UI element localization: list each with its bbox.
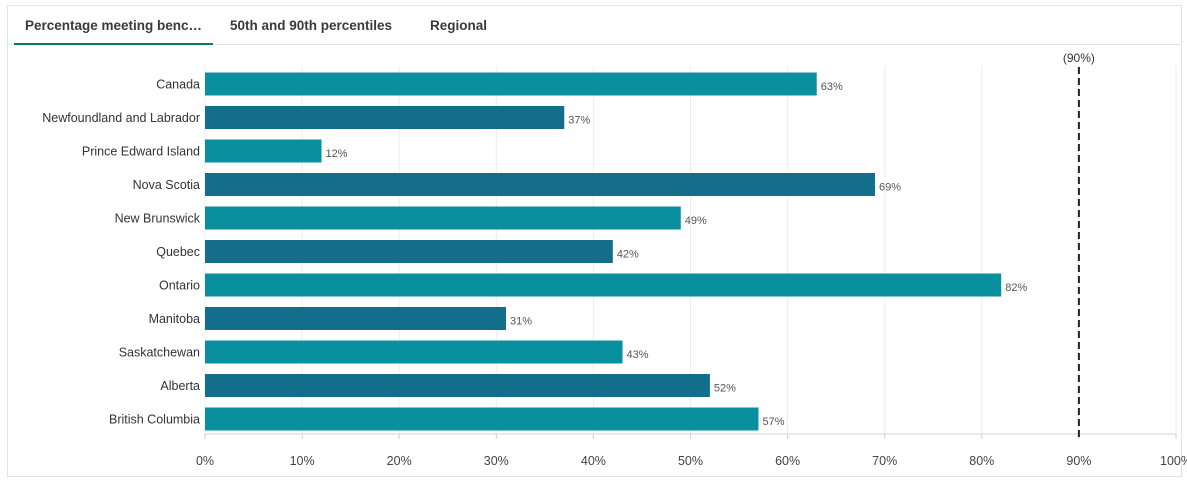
bar — [205, 307, 507, 330]
tab-50th-90th-percentiles[interactable]: 50th and 90th percentiles — [230, 18, 393, 33]
bar — [205, 173, 875, 196]
bar — [205, 72, 817, 96]
category-label: Ontario — [159, 279, 200, 293]
x-tick-label: 70% — [872, 454, 897, 468]
x-tick-label: 0% — [196, 454, 214, 468]
x-tick-label: 50% — [678, 454, 703, 468]
reference-line-label: (90%) — [1063, 51, 1095, 65]
bar-value-label: 49% — [685, 215, 707, 227]
bar-value-label: 63% — [821, 81, 843, 93]
bar — [205, 206, 681, 230]
bar — [205, 407, 759, 431]
bar-value-label: 52% — [714, 383, 736, 395]
bar-value-label: 57% — [762, 416, 784, 428]
bar-value-label: 12% — [326, 148, 348, 160]
bar-value-label: 43% — [627, 349, 649, 361]
tab-bar: Percentage meeting benc… 50th and 90th p… — [8, 6, 1181, 45]
tab-percentage-meeting-benchmark[interactable]: Percentage meeting benc… — [14, 6, 213, 45]
x-tick-label: 20% — [387, 454, 412, 468]
bar-value-label: 31% — [510, 316, 532, 328]
category-label: Prince Edward Island — [82, 145, 200, 159]
bar — [205, 340, 623, 364]
category-label: Alberta — [160, 379, 200, 393]
category-label: Canada — [156, 78, 200, 92]
category-label: Nova Scotia — [133, 178, 200, 192]
bar-value-label: 42% — [617, 249, 639, 261]
category-label: British Columbia — [109, 413, 200, 427]
x-tick-label: 80% — [969, 454, 994, 468]
x-tick-label: 90% — [1066, 454, 1091, 468]
x-tick-label: 60% — [775, 454, 800, 468]
category-label: Manitoba — [149, 312, 200, 326]
bar — [205, 106, 565, 129]
bar-value-label: 69% — [879, 182, 901, 194]
bar-value-label: 82% — [1005, 282, 1027, 294]
bar — [205, 374, 710, 397]
category-label: Saskatchewan — [119, 346, 200, 360]
category-label: New Brunswick — [115, 212, 201, 226]
bar — [205, 240, 613, 263]
x-tick-label: 40% — [581, 454, 606, 468]
category-label: Newfoundland and Labrador — [42, 111, 200, 125]
bar-value-label: 37% — [568, 115, 590, 127]
x-tick-label: 30% — [484, 454, 509, 468]
category-label: Quebec — [156, 245, 200, 259]
bar — [205, 139, 322, 163]
x-tick-label: 10% — [290, 454, 315, 468]
bar — [205, 273, 1002, 297]
x-tick-label: 100% — [1160, 454, 1187, 468]
tab-regional[interactable]: Regional — [430, 18, 488, 33]
